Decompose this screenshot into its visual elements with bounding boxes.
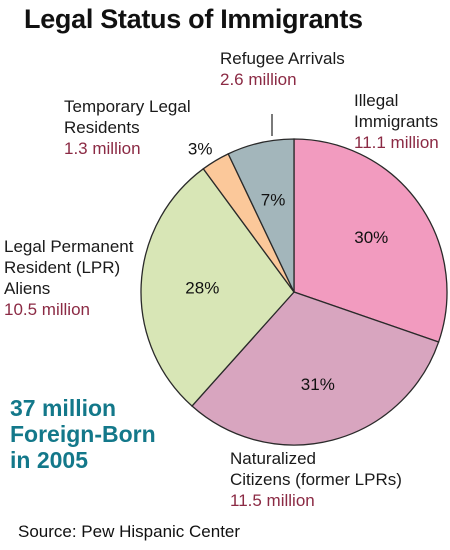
label-temporary-line2: Residents [64,118,140,137]
total-line1: 37 million [10,395,117,421]
label-naturalized-amount: 11.5 million [230,491,315,510]
label-refugee-name: Refugee Arrivals [220,49,345,68]
label-illegal-line1: Illegal [354,91,399,110]
pie-slice-0 [293,138,448,343]
label-naturalized-line1: Naturalized [230,449,316,468]
label-legal-permanent-residents: Legal Permanent Resident (LPR) Aliens 10… [4,236,133,320]
pie-slice-4 [227,138,295,293]
label-naturalized-line2: Citizens (former LPRs) [230,470,402,489]
label-refugee-arrivals: Refugee Arrivals 2.6 million [220,48,345,90]
pie-pct-label-0: 30% [354,228,388,247]
pie-pct-label-2: 28% [185,279,219,298]
label-temporary-legal-residents: Temporary Legal Residents 1.3 million [64,96,191,159]
pie-pct-label-1: 31% [301,375,335,394]
label-temporary-line1: Temporary Legal [64,97,191,116]
label-illegal-immigrants: Illegal Immigrants 11.1 million [354,90,439,153]
total-line3: in 2005 [10,447,88,473]
label-lpr-line1: Legal Permanent [4,237,134,256]
pie-pct-label-3: 3% [188,140,213,159]
label-refugee-amount: 2.6 million [220,70,297,89]
label-illegal-amount: 11.1 million [354,133,439,152]
label-lpr-amount: 10.5 million [4,300,90,319]
label-lpr-line3: Aliens [4,279,51,298]
label-lpr-line2: Resident (LPR) [4,258,121,277]
pie-slice-1 [191,291,440,446]
label-illegal-line2: Immigrants [354,112,439,131]
source-note: Source: Pew Hispanic Center [18,522,241,541]
pie-slice-2 [140,167,295,407]
total-foreign-born-callout: 37 million Foreign-Born in 2005 [10,395,156,473]
total-line2: Foreign-Born [10,421,156,447]
label-temporary-amount: 1.3 million [64,139,141,158]
chart-title: Legal Status of Immigrants [24,4,363,34]
pie-pct-label-4: 7% [261,190,286,209]
label-naturalized-citizens: Naturalized Citizens (former LPRs) 11.5 … [230,448,402,511]
